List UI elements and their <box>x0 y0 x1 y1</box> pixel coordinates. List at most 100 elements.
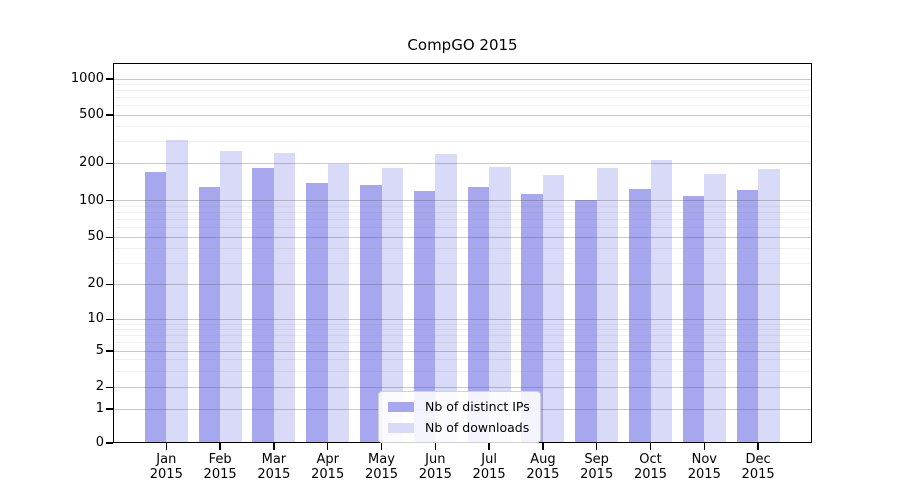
legend-swatch-distinct-ips <box>388 401 414 412</box>
legend: Nb of distinct IPs Nb of downloads <box>378 391 541 443</box>
bar-distinct-ips <box>306 182 328 443</box>
gridline-major <box>114 162 811 164</box>
bar-downloads <box>704 174 726 443</box>
x-tick <box>273 443 275 450</box>
x-tick-label: Sep 2015 <box>569 452 625 482</box>
y-tick <box>106 162 113 165</box>
legend-label-downloads: Nb of downloads <box>425 420 530 435</box>
x-tick-month: Oct <box>639 452 662 467</box>
gridline-minor <box>114 219 811 221</box>
bar-distinct-ips <box>198 186 221 443</box>
x-tick-year: 2015 <box>257 467 291 482</box>
x-tick <box>219 443 221 450</box>
y-tick-label: 2 <box>95 379 104 395</box>
gridline-major <box>114 114 811 116</box>
y-tick-label: 1000 <box>70 71 104 86</box>
y-tick <box>106 114 113 116</box>
bar-distinct-ips <box>252 167 274 443</box>
legend-label-distinct-ips: Nb of distinct IPs <box>425 399 530 414</box>
bar-distinct-ips <box>682 196 705 443</box>
x-tick <box>434 443 437 450</box>
bar-downloads <box>327 164 350 443</box>
y-tick <box>106 78 113 80</box>
x-tick-label: Nov 2015 <box>676 452 732 482</box>
gridline-major <box>114 386 811 388</box>
gridline-minor <box>114 126 811 128</box>
gridline-major <box>114 78 811 80</box>
y-tick <box>106 386 113 389</box>
gridline-minor <box>114 83 811 85</box>
x-tick <box>757 443 759 450</box>
x-tick-label: Oct 2015 <box>623 452 679 482</box>
chart-title: CompGO 2015 <box>407 36 518 54</box>
gridline-minor <box>114 97 811 99</box>
gridline-major <box>114 283 811 285</box>
legend-item-distinct-ips: Nb of distinct IPs <box>388 398 530 415</box>
x-tick <box>488 443 490 450</box>
bar-distinct-ips <box>736 189 759 443</box>
x-tick-year: 2015 <box>418 467 452 482</box>
x-tick-label: Apr 2015 <box>300 452 356 482</box>
gridline-minor <box>114 211 811 213</box>
x-tick-month: Jan <box>156 452 177 467</box>
gridline-minor <box>114 370 811 372</box>
bar-distinct-ips <box>521 194 543 443</box>
x-tick-month: Apr <box>316 452 339 467</box>
y-tick-label: 200 <box>79 155 104 171</box>
x-tick-month: Nov <box>691 452 717 467</box>
y-tick-label: 1 <box>95 401 104 416</box>
y-tick-label: 50 <box>87 229 104 245</box>
x-tick-month: Feb <box>208 452 232 467</box>
gridline-minor <box>114 335 811 337</box>
x-tick-year: 2015 <box>580 467 614 482</box>
x-tick-month: Sep <box>584 452 609 467</box>
gridline-minor <box>114 248 811 250</box>
gridline-minor <box>114 323 811 325</box>
y-tick <box>106 283 113 286</box>
gridline-minor <box>114 205 811 207</box>
gridline-major <box>114 350 811 352</box>
bar-distinct-ips <box>144 172 167 443</box>
x-tick-label: Mar 2015 <box>246 452 302 482</box>
bar-downloads <box>220 151 242 443</box>
x-tick-year: 2015 <box>472 467 506 482</box>
gridline-minor <box>114 141 811 143</box>
x-tick-label: Jul 2015 <box>461 452 517 482</box>
gridline-minor <box>114 105 811 107</box>
y-tick-label: 100 <box>79 192 104 208</box>
bar-downloads <box>166 140 188 443</box>
x-tick <box>380 443 383 450</box>
x-tick-month: Jun <box>425 452 446 467</box>
x-tick-month: Jul <box>481 452 497 467</box>
y-tick-label: 0 <box>95 435 104 450</box>
x-tick <box>542 443 544 450</box>
y-tick <box>106 318 113 321</box>
bar-distinct-ips <box>467 186 490 443</box>
x-tick <box>649 443 652 450</box>
gridline-minor <box>114 263 811 264</box>
gridline-minor <box>114 227 811 229</box>
y-tick <box>106 199 113 202</box>
y-tick <box>106 442 113 444</box>
gridline-minor <box>114 329 811 330</box>
gridline-major <box>114 236 811 238</box>
gridline-minor <box>114 90 811 92</box>
y-tick-label: 5 <box>95 343 104 358</box>
x-tick-year: 2015 <box>149 467 183 482</box>
x-tick-label: Jun 2015 <box>407 452 463 482</box>
x-tick-label: Feb 2015 <box>192 452 248 482</box>
x-tick-year: 2015 <box>633 467 668 482</box>
x-tick-year: 2015 <box>311 467 345 482</box>
x-tick <box>703 443 706 450</box>
bar-downloads <box>542 175 565 443</box>
legend-item-downloads: Nb of downloads <box>388 419 530 436</box>
y-tick-label: 10 <box>87 311 104 327</box>
bar-downloads <box>381 167 403 443</box>
x-tick <box>595 443 598 450</box>
x-tick-month: Dec <box>745 452 771 467</box>
x-tick-year: 2015 <box>364 467 399 482</box>
x-tick-year: 2015 <box>741 467 775 482</box>
y-tick <box>106 408 113 410</box>
x-tick <box>326 443 329 450</box>
